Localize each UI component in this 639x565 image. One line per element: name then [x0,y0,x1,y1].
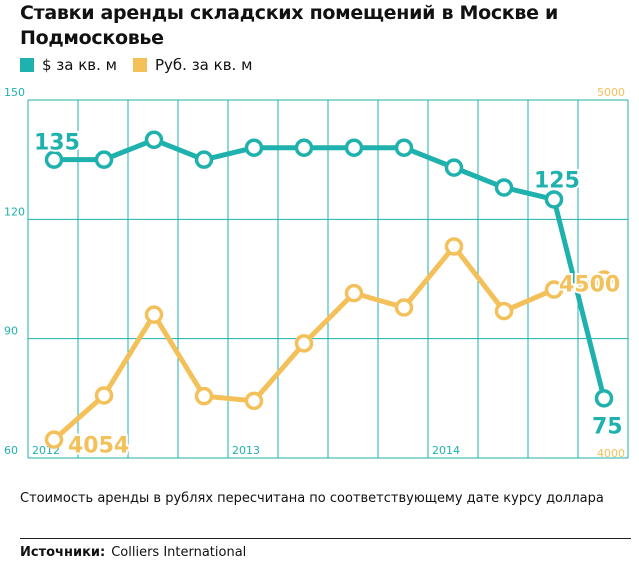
data-point-usd [594,389,614,408]
data-point-rub [244,391,264,411]
data-point-usd [494,178,514,197]
data-point-rub [294,334,314,353]
series-line-usd [51,137,607,401]
legend-swatch-usd [20,58,34,72]
divider [20,538,631,539]
y-left-tick-label: 60 [4,444,18,457]
y-left-tick-label: 90 [4,325,18,338]
data-point-rub [94,386,114,405]
data-point-rub [44,430,64,449]
data-point-rub [144,305,164,324]
legend: $ за кв. м Руб. за кв. м [20,53,268,77]
chart-note: Стоимость аренды в рублях пересчитана по… [20,491,604,506]
data-label: 4054 [68,434,129,459]
y-right-tick-label: 4000 [597,447,625,460]
data-point-usd [544,190,564,209]
y-left-tick-label: 150 [4,86,25,99]
data-point-usd [194,150,214,169]
data-point-usd [44,150,64,169]
data-point-usd [294,138,314,157]
y-left-tick-label: 120 [4,205,25,218]
source-label: Источники: [20,545,106,560]
legend-label-usd: $ за кв. м [42,56,117,74]
x-tick-label: 2013 [232,444,260,457]
data-point-rub [194,386,214,406]
legend-item-rub: Руб. за кв. м [133,56,252,74]
data-label: 75 [592,414,623,439]
data-point-usd [94,150,114,169]
data-point-rub [394,298,414,317]
data-label: 4500 [559,273,620,298]
legend-swatch-rub [133,58,147,72]
series-line-rub [51,243,607,443]
data-point-usd [444,158,464,177]
data-label: 125 [534,168,580,193]
source-line: Источники: Colliers International [20,545,246,560]
data-point-rub [544,280,564,299]
data-point-usd [394,138,414,157]
data-label: 135 [34,131,80,156]
data-point-usd [144,130,164,150]
data-point-usd [344,138,364,157]
data-point-usd [244,138,264,157]
legend-item-usd: $ за кв. м [20,56,117,74]
data-point-rub [344,283,364,303]
data-point-rub [594,270,614,289]
data-point-rub [494,301,514,321]
chart-title: Ставки аренды складских помещений в Моск… [20,2,559,49]
legend-label-rub: Руб. за кв. м [155,56,253,74]
data-point-rub [444,237,464,256]
source-text: Colliers International [111,545,247,560]
y-right-tick-label: 5000 [597,86,625,99]
x-tick-label: 2014 [432,444,460,457]
